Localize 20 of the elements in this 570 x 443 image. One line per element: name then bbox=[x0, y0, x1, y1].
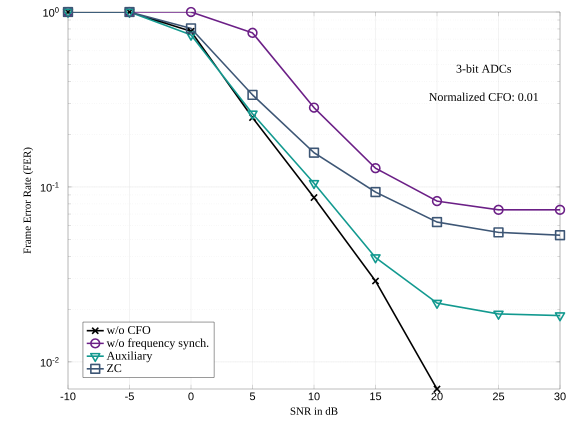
x-axis-title: SNR in dB bbox=[290, 407, 338, 415]
x-tick-label: -5 bbox=[125, 392, 134, 400]
legend-label: ZC bbox=[107, 364, 122, 372]
x-tick-label: 20 bbox=[431, 392, 443, 400]
y-tick-label: 10$^{-2}$ bbox=[40, 357, 59, 367]
annotation: Normalized CFO: 0.01 bbox=[429, 92, 538, 102]
y-axis-title: Frame Error Rate (FER) bbox=[23, 148, 34, 254]
x-tick-label: 30 bbox=[554, 392, 566, 400]
x-tick-label: 0 bbox=[188, 392, 194, 400]
x-tick-label: 5 bbox=[250, 392, 256, 400]
x-tick-label: 15 bbox=[370, 392, 382, 400]
legend-label: w/o frequency synch. bbox=[106, 338, 208, 350]
y-tick-label: 10$^{-1}$ bbox=[40, 182, 59, 192]
annotation: 3-bit ADCs bbox=[456, 64, 512, 73]
y-tick-label: 10$^{0}$ bbox=[43, 7, 59, 17]
x-tick-label: 10 bbox=[308, 392, 320, 400]
legend-label: w/o CFO bbox=[106, 326, 150, 334]
x-tick-label: 25 bbox=[492, 392, 504, 400]
x-tick-label: -10 bbox=[60, 392, 76, 400]
legend-label: Auxiliary bbox=[106, 351, 152, 362]
